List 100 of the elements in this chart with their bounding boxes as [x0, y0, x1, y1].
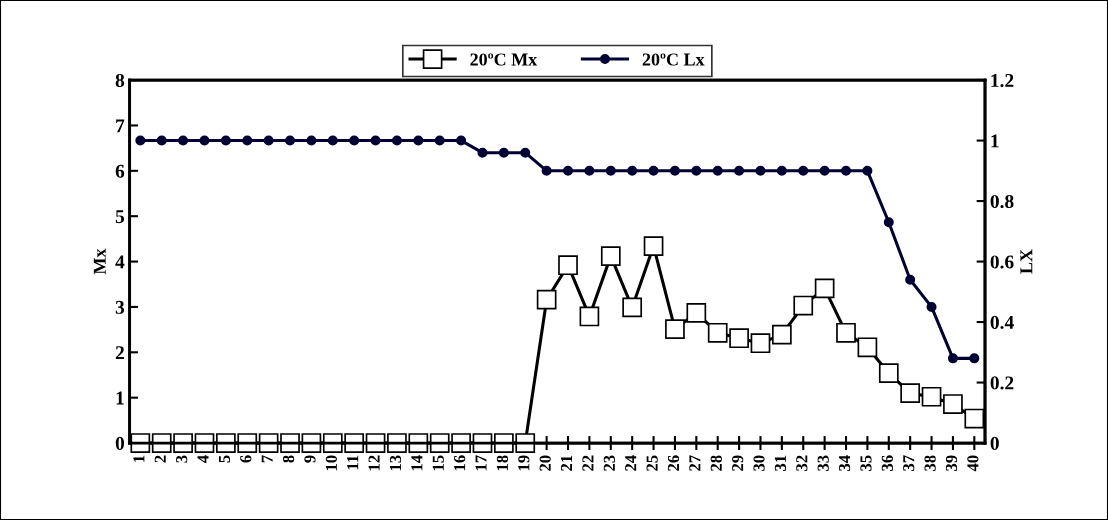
point	[814, 278, 835, 299]
point	[836, 322, 856, 343]
x-tick-label: 16	[454, 455, 466, 471]
point	[669, 165, 680, 176]
x-tick-label: 7	[261, 455, 273, 463]
point	[665, 319, 685, 340]
y-tick-label: 6	[115, 164, 125, 178]
y2-tick-label: 0.6	[990, 255, 1014, 269]
x-tick-label: 22	[582, 455, 594, 471]
point	[135, 135, 146, 146]
x-tick-label: 38	[924, 455, 936, 471]
point	[456, 135, 467, 146]
point	[520, 147, 531, 158]
x-tick-label: 6	[240, 455, 252, 463]
y-tick-label: 7	[116, 119, 125, 133]
point	[964, 408, 985, 429]
y-axis-title: Mx	[93, 248, 106, 275]
x-tick-label: 32	[796, 455, 808, 471]
x-tick-label: 9	[304, 455, 316, 463]
point	[242, 135, 253, 146]
point	[472, 433, 493, 453]
point	[691, 165, 702, 176]
point	[477, 147, 488, 158]
x-tick-label: 2	[154, 455, 166, 463]
point	[199, 135, 210, 146]
point	[349, 135, 360, 146]
point	[707, 322, 728, 343]
x-tick-label: 21	[560, 455, 573, 471]
point	[584, 165, 595, 176]
point	[173, 433, 193, 453]
point	[306, 135, 317, 146]
x-tick-label: 29	[732, 455, 744, 471]
x-tick-label: 23	[603, 455, 615, 471]
point	[969, 353, 980, 364]
x-tick-label: 36	[881, 455, 893, 471]
x-tick-label: 10	[325, 455, 337, 471]
x-tick-label: 27	[689, 455, 701, 471]
y2-tick-label: 1	[991, 134, 999, 148]
point	[498, 147, 509, 158]
point	[178, 135, 189, 146]
point	[750, 333, 771, 354]
x-tick-label: 17	[475, 455, 487, 471]
point	[883, 217, 894, 228]
x-tick-label: 30	[753, 455, 765, 471]
point	[216, 433, 236, 453]
point	[130, 433, 151, 453]
point	[798, 165, 809, 176]
y-tick-label: 8	[115, 73, 125, 88]
x-tick-label: 3	[176, 455, 188, 463]
point	[387, 433, 407, 453]
point	[921, 386, 942, 407]
point	[947, 353, 958, 364]
point	[563, 165, 574, 176]
x-tick-label: 40	[967, 455, 979, 472]
x-tick-label: 37	[903, 455, 915, 471]
point	[327, 135, 338, 146]
point	[413, 135, 424, 146]
point	[515, 433, 536, 453]
y2-tick-label: 0.2	[990, 376, 1014, 390]
y-tick-label: 3	[115, 300, 125, 314]
y-tick-label: 0	[115, 436, 125, 450]
x-tick-label: 33	[817, 455, 829, 471]
x-tick-label: 5	[218, 455, 231, 463]
point	[370, 135, 381, 146]
point	[926, 301, 937, 312]
x-tick-label: 13	[389, 455, 402, 471]
point	[434, 135, 445, 146]
point	[285, 135, 296, 146]
x-tick-label: 25	[646, 455, 658, 471]
y2-tick-label: 1.2	[991, 73, 1014, 88]
point	[194, 433, 215, 453]
point	[857, 337, 878, 358]
legend-label: 20ºC Lx	[642, 53, 705, 66]
point	[493, 433, 514, 453]
point	[408, 433, 429, 453]
point	[536, 289, 557, 310]
point	[280, 433, 300, 453]
point	[344, 433, 365, 453]
point	[301, 433, 322, 453]
x-tick-label: 8	[282, 455, 295, 463]
x-tick-label: 20	[539, 455, 551, 471]
x-tick-label: 28	[710, 455, 722, 471]
x-tick-label: 18	[496, 455, 509, 471]
point	[237, 433, 258, 453]
x-tick-label: 31	[774, 455, 787, 471]
point	[712, 165, 723, 176]
point	[600, 246, 621, 266]
x-tick-label: 24	[625, 455, 637, 471]
point	[156, 135, 167, 146]
point	[862, 165, 873, 176]
y2-axis-title: LX	[1020, 249, 1033, 274]
point	[729, 328, 749, 349]
point	[734, 165, 745, 176]
point	[648, 165, 659, 176]
x-tick-label: 1	[133, 455, 145, 462]
x-tick-label: 11	[347, 455, 359, 470]
point	[451, 433, 471, 453]
y2-tick-label: 0.4	[990, 315, 1014, 330]
point	[686, 302, 707, 323]
point	[878, 363, 899, 384]
